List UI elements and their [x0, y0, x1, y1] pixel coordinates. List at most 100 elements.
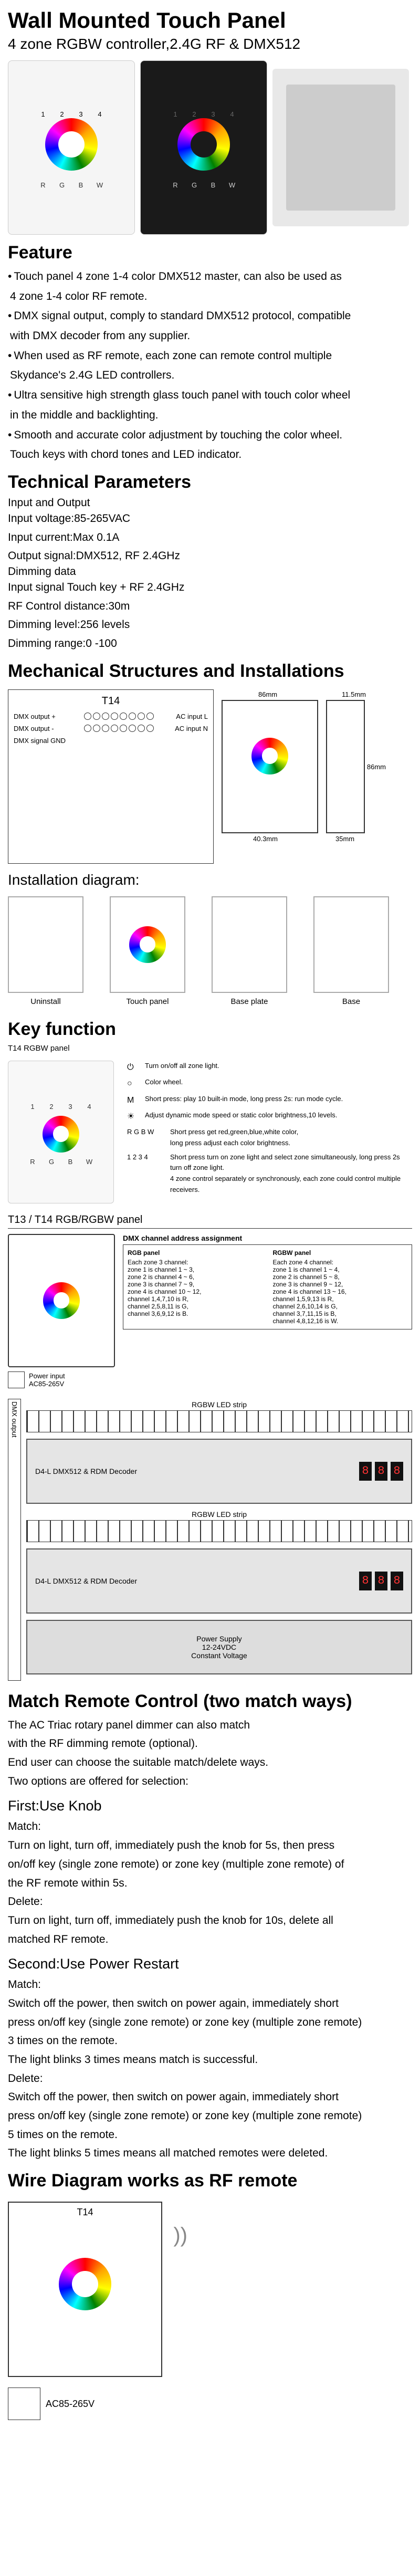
- install-step-icon: [313, 896, 389, 993]
- zone-row: 1234: [36, 110, 107, 118]
- wiring-section: T13 / T14 RGB/RGBW panel Power input AC8…: [8, 1214, 412, 1681]
- dmx-line: channel 1,5,9,13 is R,: [273, 1295, 408, 1303]
- psu-box: Power Supply 12-24VDC Constant Voltage A…: [26, 1620, 412, 1674]
- dmx-line: channel 3,6,9,12 is B.: [128, 1310, 262, 1317]
- install-heading: Installation diagram:: [8, 872, 412, 888]
- dmx-line: channel 2,5,8,11 is G,: [128, 1303, 262, 1310]
- delete-label: Delete:: [8, 1892, 412, 1911]
- rf-ac-label: AC85-265V: [46, 2399, 94, 2410]
- key-heading: Key function: [8, 1019, 412, 1040]
- match-label: Match:: [8, 1975, 412, 1994]
- dmx-line: channel 2,6,10,14 is G,: [273, 1303, 408, 1310]
- product-images: 1234 RGBW 1234 RGBW: [8, 60, 412, 235]
- match-label: Match:: [8, 1817, 412, 1836]
- second-heading: Second:Use Power Restart: [8, 1956, 412, 1972]
- rgbw-row: RGBW: [168, 181, 239, 189]
- key-descriptions: ⏻Turn on/off all zone light. ○Color whee…: [127, 1061, 412, 1203]
- decoder-displays: 8 8 8: [359, 1572, 403, 1590]
- key-text: Short press get red,green,blue,white col…: [170, 1127, 412, 1149]
- subtitle: 4 zone RGBW controller,2.4G RF & DMX512: [8, 36, 412, 53]
- feature-item: Ultra sensitive high strength glass touc…: [8, 386, 412, 405]
- tech-param-list: Input voltage:85-265VAC Input current:Ma…: [8, 509, 412, 566]
- param-item: RF Control distance:30m: [8, 597, 412, 616]
- match-heading: Match Remote Control (two match ways): [8, 1691, 412, 1712]
- t14-label: T14: [14, 695, 208, 707]
- rgbw-row: RGBW: [36, 181, 107, 189]
- dmx-line: zone 3 is channel 7 ~ 9,: [128, 1281, 262, 1288]
- power-icon: ⏻: [127, 1061, 139, 1074]
- feature-heading: Feature: [8, 243, 412, 263]
- delete-text: Turn on light, turn off, immediately pus…: [8, 1911, 412, 1949]
- delete-text: Switch off the power, then switch on pow…: [8, 2088, 412, 2163]
- dmx-line: channel 1,4,7,10 is R,: [128, 1295, 262, 1303]
- color-wheel-icon: [43, 1116, 79, 1153]
- dmx-line: zone 1 is channel 1 ~ 3,: [128, 1266, 262, 1273]
- feature-item: When used as RF remote, each zone can re…: [8, 347, 412, 365]
- strip-label: RGBW LED strip: [26, 1400, 412, 1409]
- wiring-devices: DMX output RGBW LED strip D4-L DMX512 & …: [8, 1399, 412, 1681]
- key-text: Short press: play 10 built-in mode, long…: [145, 1094, 412, 1107]
- side-dimension-diagrams: 11.5mm 86mm 35mm: [326, 689, 365, 833]
- power-connector-icon: [8, 1371, 25, 1388]
- match-text: Turn on light, turn off, immediately pus…: [8, 1836, 412, 1892]
- dmx-line: Each zone 3 channel:: [128, 1259, 262, 1266]
- feature-item: Touch keys with chord tones and LED indi…: [8, 445, 412, 464]
- dmx-line: zone 1 is channel 1 ~ 4,: [273, 1266, 408, 1273]
- terminal-label: DMX output +: [14, 713, 77, 720]
- dmx-line: zone 4 is channel 13 ~ 16,: [273, 1288, 408, 1295]
- color-wheel-icon: [177, 118, 230, 171]
- dim-label: 86mm: [367, 763, 386, 771]
- color-wheel-icon: [251, 738, 288, 774]
- match-text: Switch off the power, then switch on pow…: [8, 1994, 412, 2069]
- mech-heading: Mechanical Structures and Installations: [8, 661, 412, 682]
- install-label: Uninstall: [8, 997, 83, 1006]
- install-label: Touch panel: [110, 997, 185, 1006]
- param-item: Output signal:DMX512, RF 2.4GHz: [8, 547, 412, 566]
- dmx-line: zone 3 is channel 9 ~ 12,: [273, 1281, 408, 1288]
- delete-label: Delete:: [8, 2069, 412, 2088]
- ac-connector-icon: [8, 2387, 40, 2420]
- match-intro: The AC Triac rotary panel dimmer can als…: [8, 1716, 412, 1791]
- tech-io-heading: Input and Output: [8, 497, 412, 509]
- led-strip-icon: [26, 1520, 412, 1542]
- decoder-label: D4-L DMX512 & RDM Decoder: [35, 1577, 137, 1585]
- install-step-icon: [212, 896, 287, 993]
- key-text: Color wheel.: [145, 1077, 412, 1091]
- decoder-box: D4-L DMX512 & RDM Decoder 8 8 8: [26, 1439, 412, 1504]
- first-heading: First:Use Knob: [8, 1798, 412, 1814]
- wire-rf-heading: Wire Diagram works as RF remote: [8, 2171, 412, 2191]
- panel-white-image: 1234 RGBW: [8, 60, 135, 235]
- dim-label: 40.3mm: [253, 835, 278, 843]
- wiring-panel-image: [8, 1234, 115, 1367]
- install-step-icon: [110, 896, 185, 993]
- terminal-icon: [84, 713, 154, 720]
- wiring-heading: T13 / T14 RGB/RGBW panel: [8, 1214, 412, 1229]
- mechanical-diagrams: T14 DMX output + AC input L DMX output -…: [8, 689, 412, 864]
- color-wheel-icon: [59, 2258, 111, 2310]
- front-dimension-diagram: [222, 700, 318, 833]
- key-text: Adjust dynamic mode speed or static colo…: [145, 1110, 412, 1124]
- dmx-table: RGB panel Each zone 3 channel: zone 1 is…: [123, 1244, 412, 1329]
- dim-label: 86mm: [258, 690, 277, 698]
- seven-segment-icon: 8: [375, 1572, 387, 1590]
- m-icon: M: [127, 1094, 139, 1107]
- dmx-rgb-column: RGB panel Each zone 3 channel: zone 1 is…: [128, 1249, 262, 1325]
- power-input-label: Power input AC85-265V: [29, 1372, 65, 1388]
- wheel-icon: ○: [127, 1077, 139, 1091]
- page-title: Wall Mounted Touch Panel: [8, 8, 412, 33]
- install-diagram: Uninstall Touch panel Base plate Base: [8, 896, 412, 1006]
- brightness-icon: ☀: [127, 1110, 139, 1124]
- terminal-label: AC input L: [161, 713, 208, 720]
- dmx-info: DMX channel address assignment RGB panel…: [123, 1234, 412, 1388]
- param-item: Input voltage:85-265VAC: [8, 509, 412, 528]
- feature-item: in the middle and backlighting.: [8, 406, 412, 425]
- color-wheel-icon: [129, 926, 166, 963]
- seven-segment-icon: 8: [359, 1572, 372, 1590]
- dimming-param-list: Input signal Touch key + RF 2.4GHz RF Co…: [8, 578, 412, 653]
- psu-label: Power Supply 12-24VDC Constant Voltage: [191, 1635, 247, 1660]
- key-panel-image: 1234 RGBW: [8, 1061, 114, 1203]
- terminal-label: DMX signal GND: [14, 737, 77, 745]
- dmx-line: Each zone 4 channel:: [273, 1259, 408, 1266]
- feature-item: 4 zone 1-4 color RF remote.: [8, 287, 412, 306]
- color-wheel-icon: [43, 1282, 80, 1319]
